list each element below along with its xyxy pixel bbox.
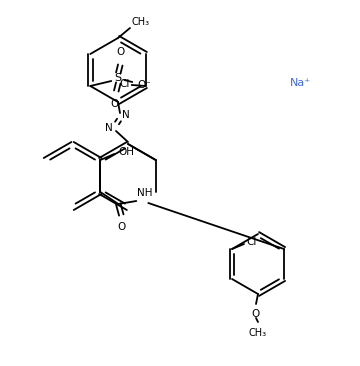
Text: CH₃: CH₃	[132, 17, 150, 27]
Text: O: O	[252, 309, 260, 319]
Text: O: O	[117, 222, 125, 232]
Text: OH: OH	[118, 147, 134, 157]
Text: N: N	[122, 110, 130, 120]
Text: Na⁺: Na⁺	[290, 78, 311, 88]
Text: O: O	[110, 99, 118, 109]
Text: NH: NH	[137, 188, 153, 198]
Text: Cl: Cl	[246, 237, 256, 247]
Text: CH₃: CH₃	[249, 328, 267, 338]
Text: N: N	[105, 123, 113, 133]
Text: O: O	[116, 47, 125, 57]
Text: Cl: Cl	[119, 79, 130, 89]
Text: O⁻: O⁻	[137, 80, 151, 90]
Text: S: S	[115, 73, 122, 83]
